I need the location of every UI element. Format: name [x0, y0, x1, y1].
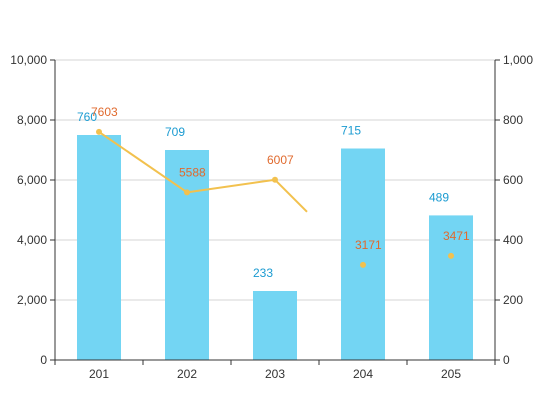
right-y-tick-label: 600: [503, 173, 523, 187]
bar-202: [165, 150, 209, 360]
line-segment: [98, 131, 188, 194]
bar-201: [77, 135, 121, 360]
line-point-201: [96, 128, 102, 135]
bar-value-label: 709: [165, 125, 185, 139]
left-y-tick-label: 0: [40, 353, 47, 367]
x-tick-label: 205: [441, 367, 461, 381]
left-y-tick-label: 10,000: [10, 53, 47, 67]
right-y-tick-label: 800: [503, 113, 523, 127]
line-value-label: 5588: [179, 165, 206, 179]
line-value-label: 3471: [443, 229, 470, 243]
line-value-label: 3171: [355, 238, 382, 252]
line-value-label: 7603: [91, 105, 118, 119]
bar-203: [253, 291, 297, 360]
bar-series: [77, 135, 473, 360]
bar-205: [429, 215, 473, 360]
right-y-tick-label: 0: [503, 353, 510, 367]
left-y-tick-label: 4,000: [17, 233, 47, 247]
axes: 0 2,000 4,000 6,000 8,000 10,000 0 200 400 600 800…: [10, 53, 533, 381]
x-tick-label: 201: [89, 367, 109, 381]
x-tick-label: 202: [177, 367, 197, 381]
line-segment: [186, 178, 276, 194]
bar-value-label: 715: [341, 124, 361, 138]
line-point-203: [272, 176, 278, 183]
left-y-tick-label: 2,000: [17, 293, 47, 307]
bar-204: [341, 148, 385, 360]
bar-value-label: 760: [77, 110, 97, 124]
right-y-tick-label: 1,000: [503, 53, 533, 67]
right-y-tick-label: 200: [503, 293, 523, 307]
bar-value-label: 489: [429, 190, 449, 204]
bar-value-label: 233: [253, 266, 273, 280]
left-y-tick-label: 8,000: [17, 113, 47, 127]
x-tick-label: 204: [353, 367, 373, 381]
left-y-tick-label: 6,000: [17, 173, 47, 187]
line-series: [96, 128, 454, 268]
x-tick-label: 203: [265, 367, 285, 381]
line-point-202: [184, 189, 190, 196]
line-segment: [274, 179, 308, 213]
data-labels: 760 709 233 715 489 7603 5588 6007 3171 3471: [77, 105, 470, 280]
line-point-204: [360, 261, 366, 268]
line-point-205: [448, 252, 454, 259]
right-y-tick-label: 400: [503, 233, 523, 247]
line-value-label: 6007: [267, 153, 294, 167]
